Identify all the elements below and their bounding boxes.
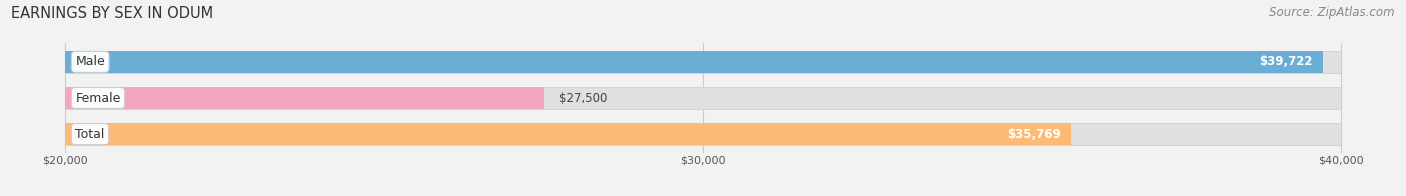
Bar (65, 123, 1341, 145)
Bar (65, 123, 1071, 145)
Text: $27,500: $27,500 (558, 92, 607, 104)
Bar (65, 87, 544, 109)
Bar (65, 51, 1341, 73)
Text: Male: Male (76, 55, 105, 68)
Bar (65, 87, 1341, 109)
Text: $39,722: $39,722 (1260, 55, 1313, 68)
Bar (65, 51, 1323, 73)
Text: Total: Total (76, 128, 104, 141)
Text: Female: Female (76, 92, 121, 104)
Text: $35,769: $35,769 (1007, 128, 1060, 141)
Text: EARNINGS BY SEX IN ODUM: EARNINGS BY SEX IN ODUM (11, 6, 214, 21)
Text: Source: ZipAtlas.com: Source: ZipAtlas.com (1270, 6, 1395, 19)
